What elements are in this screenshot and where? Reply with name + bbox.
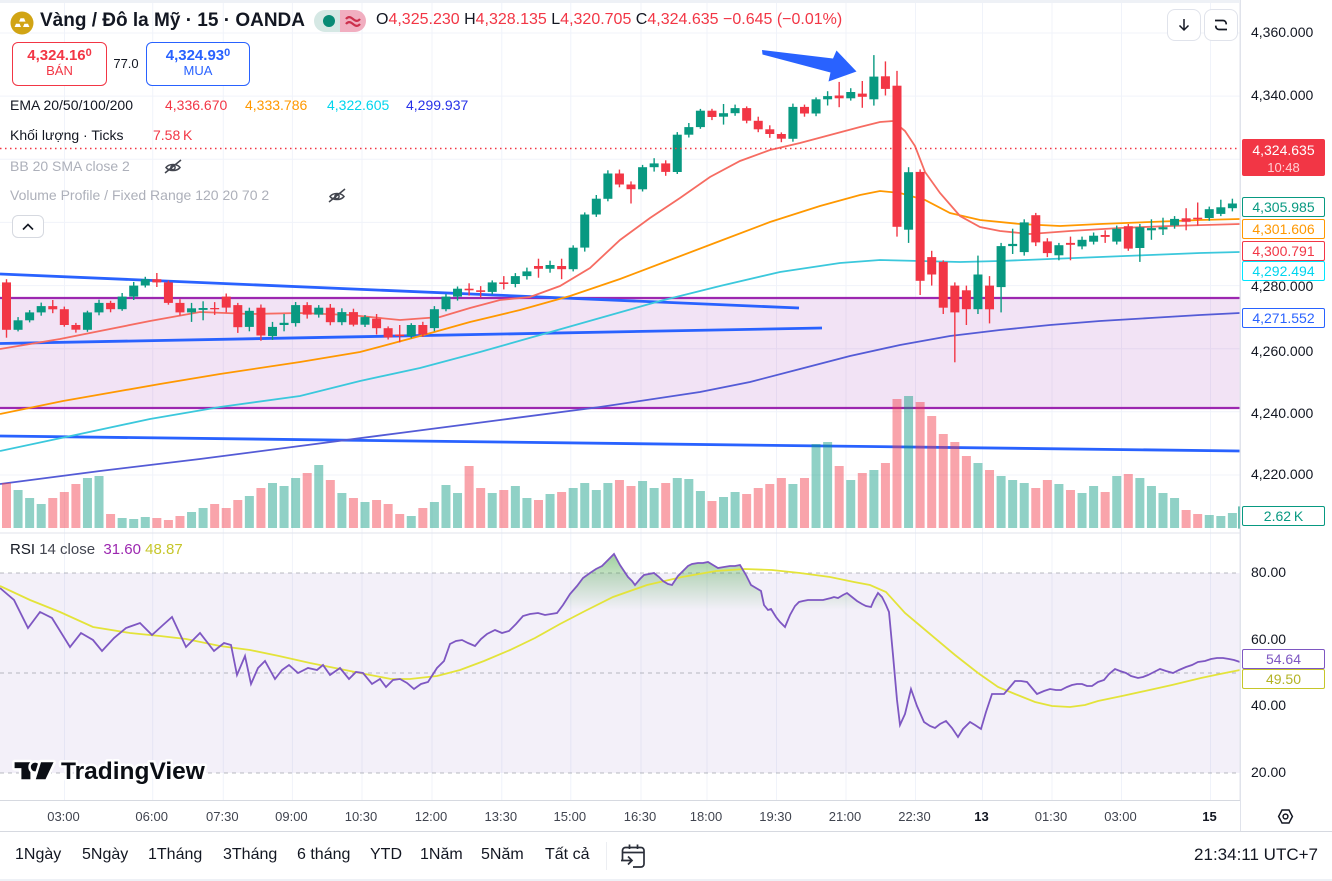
svg-text:TradingView: TradingView: [61, 758, 206, 785]
